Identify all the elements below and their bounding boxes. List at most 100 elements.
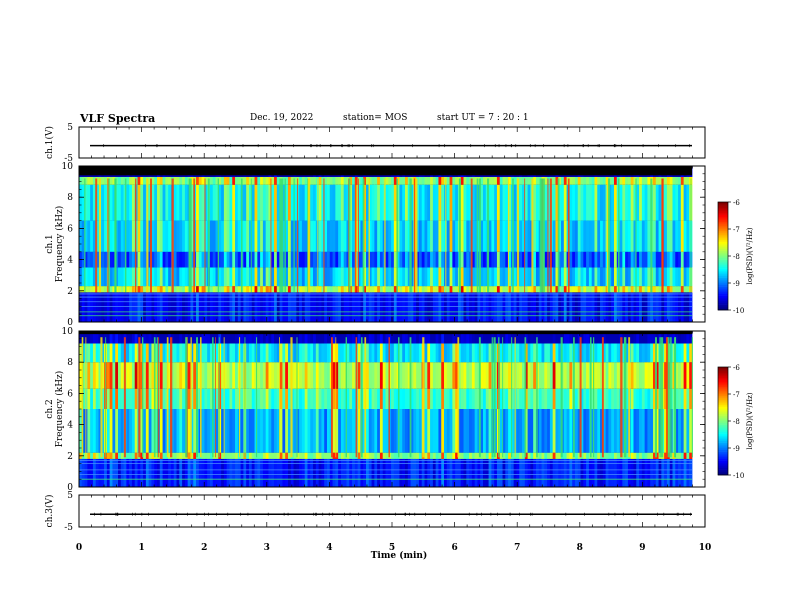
spectrogram-cell bbox=[418, 251, 423, 268]
spectrogram-cell bbox=[569, 286, 573, 293]
spectrogram-cell bbox=[452, 220, 456, 252]
spectrogram-cell bbox=[324, 458, 328, 487]
spectrogram-cell bbox=[79, 267, 83, 287]
spectrogram-cell bbox=[441, 452, 445, 459]
spectrogram-cell bbox=[527, 267, 531, 287]
spectrogram-cell bbox=[586, 331, 590, 344]
spectrogram-cell bbox=[349, 458, 353, 487]
spectrogram-cell bbox=[310, 176, 314, 185]
burst-line bbox=[323, 178, 325, 293]
spectrogram-cell bbox=[301, 220, 306, 252]
spectrogram-cell bbox=[101, 292, 105, 322]
spectrogram-cell bbox=[675, 452, 679, 459]
spectrogram-cell bbox=[513, 176, 517, 185]
spectrogram-cell bbox=[418, 267, 423, 287]
spectrogram-cell bbox=[430, 184, 434, 221]
spectrogram-cell bbox=[586, 458, 590, 487]
y-tick-label: 4 bbox=[67, 421, 73, 431]
spectrogram-cell bbox=[522, 362, 526, 389]
spectrogram-cell bbox=[340, 267, 345, 287]
spectrogram-cell bbox=[198, 292, 202, 322]
spectrogram-cell bbox=[432, 343, 437, 363]
spectrogram-cell bbox=[268, 184, 272, 221]
spectrogram-cell bbox=[483, 388, 487, 409]
spectrogram-cell bbox=[552, 362, 556, 389]
spectrogram-cell bbox=[644, 184, 648, 221]
spectrogram-cell bbox=[580, 286, 584, 293]
spectrogram-cell bbox=[418, 409, 423, 453]
spectrogram-cell bbox=[491, 452, 495, 459]
spectrogram-cell bbox=[455, 331, 459, 344]
spectrogram-cell bbox=[326, 343, 331, 363]
spectrogram-cell bbox=[254, 220, 258, 252]
spectrogram-cell bbox=[335, 220, 339, 252]
spectrogram-cell bbox=[597, 292, 601, 322]
waveform-line bbox=[90, 144, 692, 148]
spectrogram-cell bbox=[421, 176, 425, 185]
spectrogram-cell bbox=[377, 388, 381, 409]
spectrogram-cell bbox=[664, 176, 668, 185]
spectrogram-cell bbox=[318, 409, 322, 453]
spectrogram-cell bbox=[510, 292, 515, 322]
spectrogram-cell bbox=[134, 388, 138, 409]
spectrogram-cell bbox=[212, 458, 216, 487]
spectrogram-cell bbox=[221, 388, 225, 409]
spectrogram-cell bbox=[399, 452, 403, 459]
spectrogram-cell bbox=[474, 388, 478, 409]
spectrogram-cell bbox=[212, 362, 216, 389]
burst-line bbox=[502, 337, 504, 458]
spectrogram-cell bbox=[655, 251, 659, 268]
spectrogram-cell bbox=[151, 292, 155, 322]
spectrogram-cell bbox=[399, 362, 403, 389]
spectrogram-cell bbox=[438, 251, 442, 268]
spectrogram-cell bbox=[240, 409, 244, 453]
spectrogram-cell bbox=[187, 331, 191, 344]
spectrogram-cell bbox=[179, 343, 183, 363]
colorbar-cell bbox=[718, 211, 728, 214]
spectrogram-cell bbox=[474, 251, 478, 268]
spectrogram-cell bbox=[109, 362, 113, 389]
spectrogram-cell bbox=[410, 388, 414, 409]
spectrogram-cell bbox=[658, 251, 662, 268]
spectrogram-cell bbox=[229, 362, 233, 389]
spectrogram-cell bbox=[184, 292, 189, 322]
spectrogram-cell bbox=[313, 362, 317, 389]
spectrogram-cell bbox=[469, 292, 473, 322]
spectrogram-cell bbox=[293, 220, 297, 252]
spectrogram-cell bbox=[262, 458, 267, 487]
spectrogram-cell bbox=[561, 458, 565, 487]
spectrogram-cell bbox=[201, 184, 205, 221]
spectrogram-cell bbox=[530, 452, 534, 459]
spectrogram-cell bbox=[310, 362, 314, 389]
colorbar-cell bbox=[718, 469, 728, 472]
spectrogram-cell bbox=[321, 292, 325, 322]
spectrogram-cell bbox=[675, 251, 679, 268]
spectrogram-cell bbox=[221, 220, 225, 252]
spectrogram-cell bbox=[494, 362, 498, 389]
spectrogram-cell bbox=[109, 251, 113, 268]
spectrogram-cell bbox=[371, 286, 375, 293]
spectrogram-cell bbox=[293, 292, 297, 322]
spectrogram-cell bbox=[636, 184, 640, 221]
burst-line bbox=[150, 178, 152, 293]
spectrogram-cell bbox=[262, 220, 267, 252]
spectrogram-cell bbox=[212, 286, 216, 293]
spectrogram-cell bbox=[533, 184, 537, 221]
spectrogram-cell bbox=[683, 184, 687, 221]
spectrogram-cell bbox=[652, 388, 657, 409]
spectrogram-cell bbox=[276, 343, 281, 363]
spectrogram-cell bbox=[672, 220, 676, 252]
spectrogram-cell bbox=[215, 184, 219, 221]
spectrogram-cell bbox=[488, 343, 492, 363]
spectrogram-cell bbox=[396, 458, 400, 487]
spectrogram-cell bbox=[357, 458, 361, 487]
spectrogram-cell bbox=[488, 176, 492, 185]
spectrogram-cell bbox=[95, 267, 99, 287]
colorbar-cell bbox=[718, 426, 728, 429]
burst-line bbox=[635, 178, 637, 293]
spectrogram-cell bbox=[120, 176, 124, 185]
spectrogram-cell bbox=[126, 388, 130, 409]
spectrogram-cell bbox=[452, 362, 456, 389]
spectrogram-cell bbox=[313, 220, 317, 252]
spectrogram-cell bbox=[310, 331, 314, 344]
